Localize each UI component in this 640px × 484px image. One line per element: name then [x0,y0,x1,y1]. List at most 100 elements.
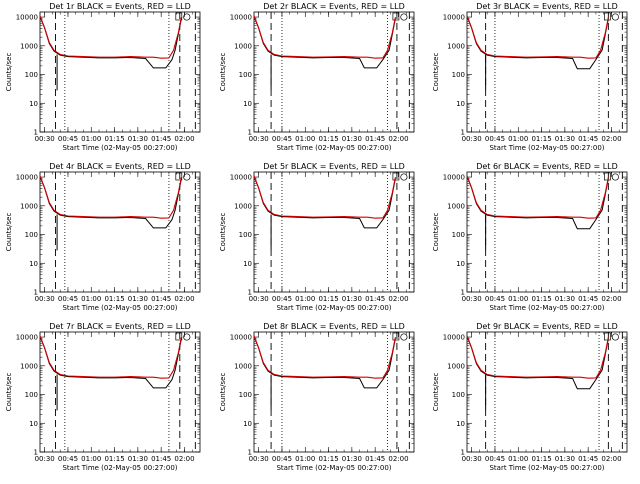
x-tick-label: 01:45 [578,135,598,143]
attenuator-box-marker [392,332,400,341]
x-tick-label: 00:30 [35,135,55,143]
subplot-title: Det 3r BLACK = Events, RED = LLD [476,2,618,11]
x-tick-label: 00:45 [58,295,78,303]
lld-series-line [254,335,396,379]
y-tick-label: 100 [239,71,252,79]
plot-data-area [254,172,410,292]
x-tick-label: 01:45 [365,455,385,463]
x-tick-label: 00:45 [58,135,78,143]
y-tick-label: 10 [243,420,252,428]
x-tick-label: 00:45 [58,455,78,463]
plot-data-area [467,12,623,132]
x-tick-label: 02:00 [174,135,194,143]
y-tick-label: 100 [239,391,252,399]
attenuator-box-marker [604,172,611,181]
events-series-line [254,175,396,229]
x-tick-label: 02:00 [174,455,194,463]
x-tick-label: 00:30 [462,295,482,303]
subplot-title: Det 6r BLACK = Events, RED = LLD [476,162,618,171]
x-tick-label: 01:00 [81,135,101,143]
x-tick-label: 01:00 [81,295,101,303]
x-tick-label: 00:45 [272,135,292,143]
subplot-det-5: Det 5r BLACK = Events, RED = LLD10000100… [219,162,415,312]
y-tick-label: 10000 [16,334,38,342]
x-axis-label: Start Time (02-May-05 00:27:00) [276,464,391,472]
x-tick-label: 01:30 [128,455,148,463]
subplot-title: Det 9r BLACK = Events, RED = LLD [476,322,618,331]
x-tick-label: 02:00 [388,295,408,303]
x-tick-label: 01:30 [342,295,362,303]
y-tick-label: 10 [456,100,465,108]
x-tick-label: 01:45 [151,455,171,463]
events-series-line [467,175,609,230]
attenuator-box-marker [175,12,183,21]
plot-data-area [254,332,410,452]
y-tick-label: 100 [452,71,465,79]
subplot-det-2: Det 2r BLACK = Events, RED = LLD10000100… [219,2,415,152]
y-tick-label: 1 [34,129,38,137]
lld-series-line [40,335,182,379]
lld-series-line [40,175,182,219]
x-tick-label: 00:30 [462,455,482,463]
attenuator-circle-marker [400,333,408,341]
y-axis-label: Counts/sec [5,213,13,252]
x-tick-label: 01:00 [508,295,528,303]
events-series-line [40,15,182,69]
subplot-title: Det 4r BLACK = Events, RED = LLD [49,162,191,171]
y-tick-label: 1000 [20,42,38,50]
x-tick-label: 01:00 [295,135,315,143]
x-tick-label: 01:15 [318,135,338,143]
attenuator-circle-marker [611,333,619,341]
subplot-title: Det 7r BLACK = Events, RED = LLD [49,322,191,331]
y-tick-label: 10 [29,100,38,108]
y-tick-label: 10000 [230,14,252,22]
plot-frame [39,11,201,133]
plot-frame [39,331,201,453]
x-tick-label: 01:15 [104,135,124,143]
x-tick-label: 00:45 [272,295,292,303]
y-tick-label: 1 [248,129,252,137]
x-axis-label: Start Time (02-May-05 00:27:00) [62,144,177,152]
x-tick-label: 01:30 [128,135,148,143]
y-tick-label: 10000 [443,14,465,22]
y-tick-label: 10 [29,420,38,428]
x-tick-label: 02:00 [388,135,408,143]
y-tick-label: 10 [243,100,252,108]
y-tick-label: 100 [25,391,38,399]
attenuator-circle-marker [183,173,191,181]
attenuator-box-marker [392,12,400,21]
y-tick-label: 1000 [234,362,252,370]
attenuator-circle-marker [611,13,619,21]
y-tick-label: 1 [34,449,38,457]
attenuator-circle-marker [183,333,191,341]
y-tick-label: 1000 [447,362,465,370]
plot-data-area [467,172,623,292]
y-tick-label: 100 [452,231,465,239]
plot-data-area [40,12,196,132]
plot-frame [466,331,628,453]
y-tick-label: 10000 [230,334,252,342]
attenuator-circle-marker [611,173,619,181]
plot-data-area [254,12,410,132]
x-tick-label: 01:30 [342,455,362,463]
y-tick-label: 10 [456,420,465,428]
plot-data-area [40,172,196,292]
lld-series-line [254,175,396,219]
events-series-line [467,335,609,390]
y-tick-label: 10000 [443,334,465,342]
lld-series-line [40,15,182,59]
attenuator-circle-marker [183,13,191,21]
plot-data-area [467,332,623,452]
x-tick-label: 01:45 [578,295,598,303]
x-tick-label: 01:15 [531,295,551,303]
y-tick-label: 10000 [230,174,252,182]
subplot-title: Det 8r BLACK = Events, RED = LLD [263,322,405,331]
x-tick-label: 00:45 [485,455,505,463]
x-tick-label: 01:00 [295,295,315,303]
subplot-det-3: Det 3r BLACK = Events, RED = LLD10000100… [432,2,628,152]
x-tick-label: 00:30 [249,135,269,143]
events-series-line [40,335,182,389]
x-axis-label: Start Time (02-May-05 00:27:00) [62,464,177,472]
events-series-line [254,335,396,389]
